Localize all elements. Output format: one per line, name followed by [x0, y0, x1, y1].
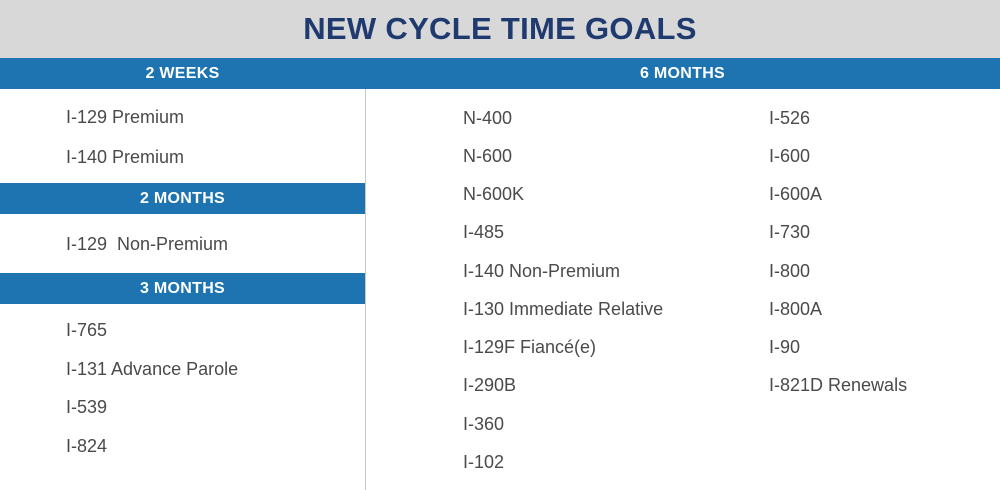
list-item: N-400: [463, 108, 513, 128]
header-band-top: 2 WEEKS 6 MONTHS: [0, 58, 1000, 89]
section-header-3-months: 3 MONTHS: [0, 273, 365, 304]
list-item: I-129 Non-Premium: [66, 234, 229, 254]
list-item: I-800: [769, 261, 811, 281]
list-item: N-600K: [463, 184, 525, 204]
list-item: I-140 Non-Premium: [463, 261, 621, 281]
list-item: I-824: [66, 436, 108, 456]
list-item: I-90: [769, 337, 801, 357]
section-header-2-weeks: 2 WEEKS: [145, 64, 220, 82]
list-item: I-129 Premium: [66, 107, 185, 127]
list-item: I-821D Renewals: [769, 375, 908, 395]
list-item: I-600: [769, 146, 811, 166]
list-item: I-131 Advance Parole: [66, 359, 239, 379]
section-header-6-months: 6 MONTHS: [639, 64, 726, 82]
list-item: I-765: [66, 320, 108, 340]
list-item: I-539: [66, 397, 108, 417]
column-divider: [365, 89, 366, 490]
list-item: I-485: [463, 222, 505, 242]
list-item: I-129F Fiancé(e): [463, 337, 597, 357]
list-item: I-600A: [769, 184, 823, 204]
list-item: I-290B: [463, 375, 517, 395]
list-item: N-600: [463, 146, 513, 166]
section-header-2-months: 2 MONTHS: [0, 183, 365, 214]
title-bar: NEW CYCLE TIME GOALS: [0, 0, 1000, 58]
list-item: I-140 Premium: [66, 147, 185, 167]
section-header-label: 3 MONTHS: [139, 279, 226, 297]
list-item: I-360: [463, 414, 505, 434]
list-item: I-800A: [769, 299, 823, 319]
page-title: NEW CYCLE TIME GOALS: [303, 11, 697, 46]
section-header-label: 2 MONTHS: [139, 189, 226, 207]
list-item: I-130 Immediate Relative: [463, 299, 664, 319]
list-item: I-526: [769, 108, 811, 128]
list-item: I-102: [463, 452, 505, 472]
list-item: I-730: [769, 222, 811, 242]
